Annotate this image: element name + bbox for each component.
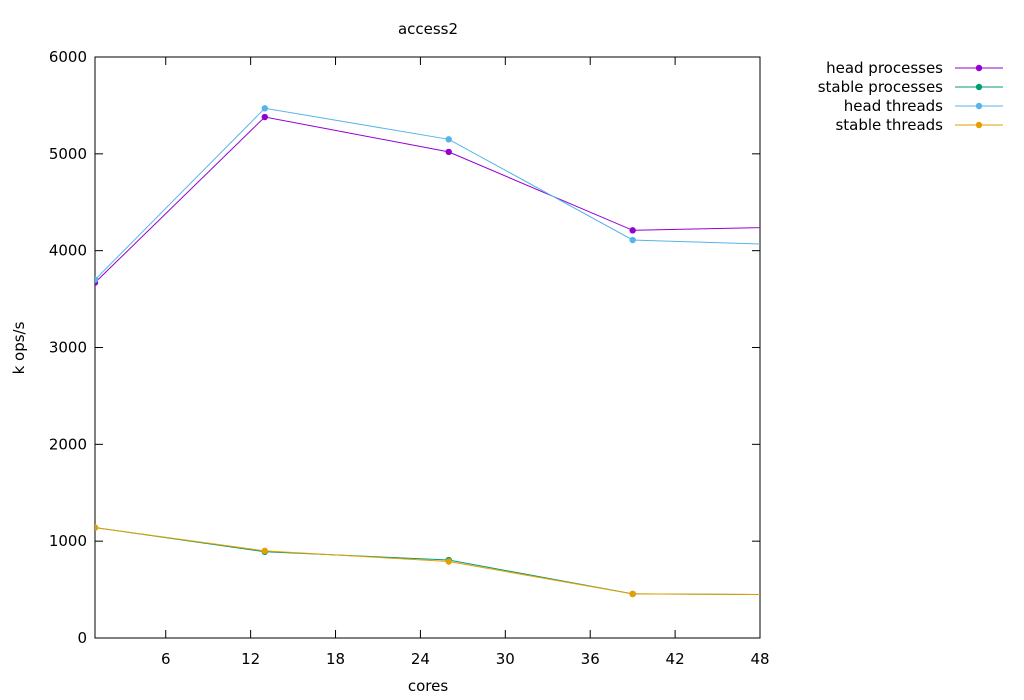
x-tick-label: 24 — [411, 650, 430, 668]
x-axis-label: cores — [408, 677, 448, 695]
data-point — [445, 136, 452, 143]
legend-marker — [975, 102, 983, 110]
y-tick-label: 4000 — [49, 242, 87, 260]
x-tick-label: 36 — [581, 650, 600, 668]
legend-label: head processes — [826, 59, 943, 77]
series-line — [95, 107, 760, 281]
y-tick-label: 2000 — [49, 435, 87, 453]
legend-label: head threads — [844, 97, 943, 115]
data-point — [445, 148, 452, 156]
data-point — [813, 243, 819, 249]
data-point — [261, 547, 268, 555]
chart-title: access2 — [398, 20, 458, 38]
y-axis-label: k ops/s — [10, 321, 28, 374]
x-tick-label: 48 — [750, 650, 769, 668]
x-tick-label: 6 — [161, 650, 171, 668]
y-tick-label: 0 — [77, 629, 87, 647]
series-line — [95, 116, 760, 283]
data-point — [813, 223, 819, 229]
y-tick-label: 1000 — [49, 532, 87, 550]
data-point — [95, 524, 99, 531]
data-point — [813, 592, 819, 598]
data-point — [629, 227, 636, 234]
x-tick-label: 30 — [496, 650, 515, 668]
series-layer — [95, 105, 819, 598]
series-line — [95, 527, 760, 595]
plot-frame — [94, 56, 761, 639]
legend-marker — [975, 64, 983, 72]
x-tick-label: 18 — [326, 650, 345, 668]
legend-marker — [975, 83, 983, 91]
legend-marker — [975, 121, 983, 129]
legend-label: stable threads — [835, 116, 943, 134]
axes: 0 1000 2000 3000 4000 5000 6000 6 12 18 24 30 36 42 48 — [49, 48, 770, 668]
y-tick-label: 6000 — [49, 48, 87, 66]
y-tick-label: 3000 — [49, 339, 87, 357]
data-point — [629, 236, 636, 244]
data-point — [95, 276, 99, 283]
y-tick-label: 5000 — [49, 145, 87, 163]
x-tick-label: 42 — [666, 650, 685, 668]
legend-label: stable processes — [818, 78, 943, 96]
data-point — [813, 592, 819, 598]
x-tick-label: 12 — [241, 650, 260, 668]
data-point — [445, 558, 452, 565]
data-point — [629, 590, 636, 598]
data-point — [261, 113, 268, 121]
data-point — [261, 105, 268, 112]
